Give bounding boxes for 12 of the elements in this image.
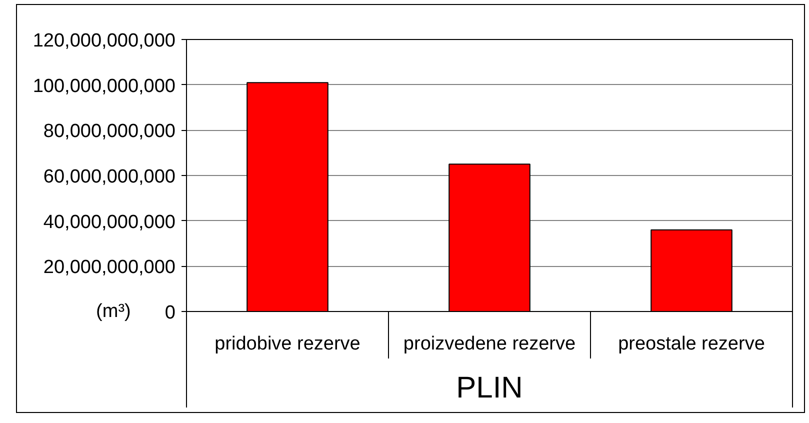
y-tick-label: 100,000,000,000 <box>32 76 176 97</box>
x-tick-label: pridobive rezerve <box>214 334 360 354</box>
x-axis-title: PLIN <box>456 372 523 404</box>
y-tick-label: 0 <box>164 302 176 324</box>
x-tick-label: preostale rezerve <box>618 334 765 354</box>
y-tick-label: 20,000,000,000 <box>43 257 176 278</box>
y-tick-label: 120,000,000,000 <box>32 30 176 52</box>
y-tick-label: 80,000,000,000 <box>43 121 176 142</box>
y-tick-label: 60,000,000,000 <box>43 166 176 188</box>
y-tick-label: 40,000,000,000 <box>43 212 176 233</box>
y-axis-title: (m³) <box>96 301 131 322</box>
x-tick-label: proizvedene rezerve <box>403 334 576 354</box>
